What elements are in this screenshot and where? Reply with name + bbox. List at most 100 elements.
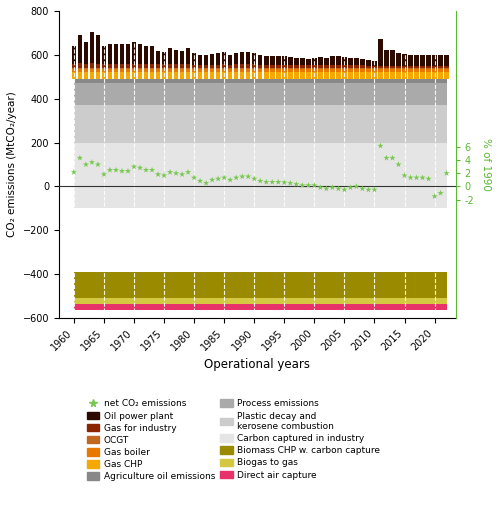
Bar <box>390 68 395 69</box>
Bar <box>120 64 124 68</box>
Bar <box>96 68 100 69</box>
Bar <box>144 69 148 72</box>
Bar <box>228 68 233 69</box>
Bar <box>318 65 323 68</box>
Bar <box>354 72 359 79</box>
Bar <box>342 72 347 79</box>
Bar <box>396 69 401 72</box>
Point <box>316 184 324 192</box>
Bar <box>108 69 112 72</box>
Point <box>431 192 439 201</box>
Bar <box>78 68 82 69</box>
Bar <box>102 64 106 68</box>
Bar <box>156 51 160 64</box>
Bar <box>228 65 233 68</box>
Bar <box>306 65 311 68</box>
Point <box>418 173 426 182</box>
Point <box>365 186 373 194</box>
Point <box>238 172 246 181</box>
Bar <box>378 66 383 68</box>
Bar <box>150 69 154 72</box>
Bar <box>114 44 118 64</box>
Bar <box>384 66 389 68</box>
Bar <box>144 72 148 79</box>
Bar <box>156 64 160 68</box>
Bar <box>288 57 292 65</box>
Bar <box>90 32 94 63</box>
Bar <box>342 57 347 65</box>
Bar <box>216 68 221 69</box>
Point <box>425 174 433 183</box>
Bar <box>402 69 407 72</box>
Bar <box>222 64 227 68</box>
Bar <box>240 52 245 64</box>
Bar <box>132 69 136 72</box>
Bar <box>258 65 262 68</box>
Bar <box>72 46 76 64</box>
Point <box>178 170 186 179</box>
Bar <box>228 72 233 79</box>
Bar <box>114 69 118 72</box>
Bar <box>222 72 227 79</box>
Bar <box>72 69 76 72</box>
Bar <box>348 69 353 72</box>
Point <box>124 167 132 175</box>
Point <box>76 154 84 162</box>
Bar <box>204 65 208 68</box>
Bar <box>384 72 389 79</box>
Bar <box>420 72 425 79</box>
Bar <box>306 68 311 69</box>
Bar <box>258 55 262 65</box>
Bar <box>168 72 172 79</box>
Bar <box>372 72 376 79</box>
Bar <box>282 69 286 72</box>
Bar <box>438 68 443 69</box>
Point <box>82 161 90 169</box>
Bar <box>366 69 371 72</box>
Point <box>130 163 138 171</box>
Point <box>376 142 384 150</box>
Bar <box>132 42 136 64</box>
Bar <box>372 69 376 72</box>
Bar <box>84 72 88 79</box>
Bar <box>120 72 124 79</box>
Bar <box>282 65 286 68</box>
Bar <box>258 68 262 69</box>
Bar <box>294 69 299 72</box>
Point <box>437 189 445 197</box>
X-axis label: Operational years: Operational years <box>204 358 310 371</box>
Bar <box>366 68 371 69</box>
Bar <box>240 64 245 68</box>
Bar <box>72 68 76 69</box>
Point <box>334 185 342 193</box>
Bar <box>198 68 202 69</box>
Bar <box>90 68 94 69</box>
Bar <box>444 72 449 79</box>
Bar <box>414 69 419 72</box>
Bar <box>366 61 371 66</box>
Point <box>353 182 361 190</box>
Bar <box>366 66 371 68</box>
Bar <box>174 69 178 72</box>
Bar <box>306 72 311 79</box>
Bar <box>144 46 148 64</box>
Bar <box>312 68 317 69</box>
Point <box>328 184 336 192</box>
Bar <box>396 72 401 79</box>
Bar <box>312 58 317 65</box>
Bar <box>276 68 280 69</box>
Point <box>310 181 318 189</box>
Bar <box>276 56 280 65</box>
Bar <box>132 64 136 68</box>
Bar <box>198 55 202 65</box>
Bar <box>228 55 233 65</box>
Bar <box>102 68 106 69</box>
Bar <box>186 48 190 64</box>
Bar <box>84 68 88 69</box>
Bar <box>186 69 190 72</box>
Bar <box>258 69 262 72</box>
Bar <box>402 68 407 69</box>
Point <box>196 177 204 185</box>
Bar <box>180 51 184 64</box>
Bar <box>366 72 371 79</box>
